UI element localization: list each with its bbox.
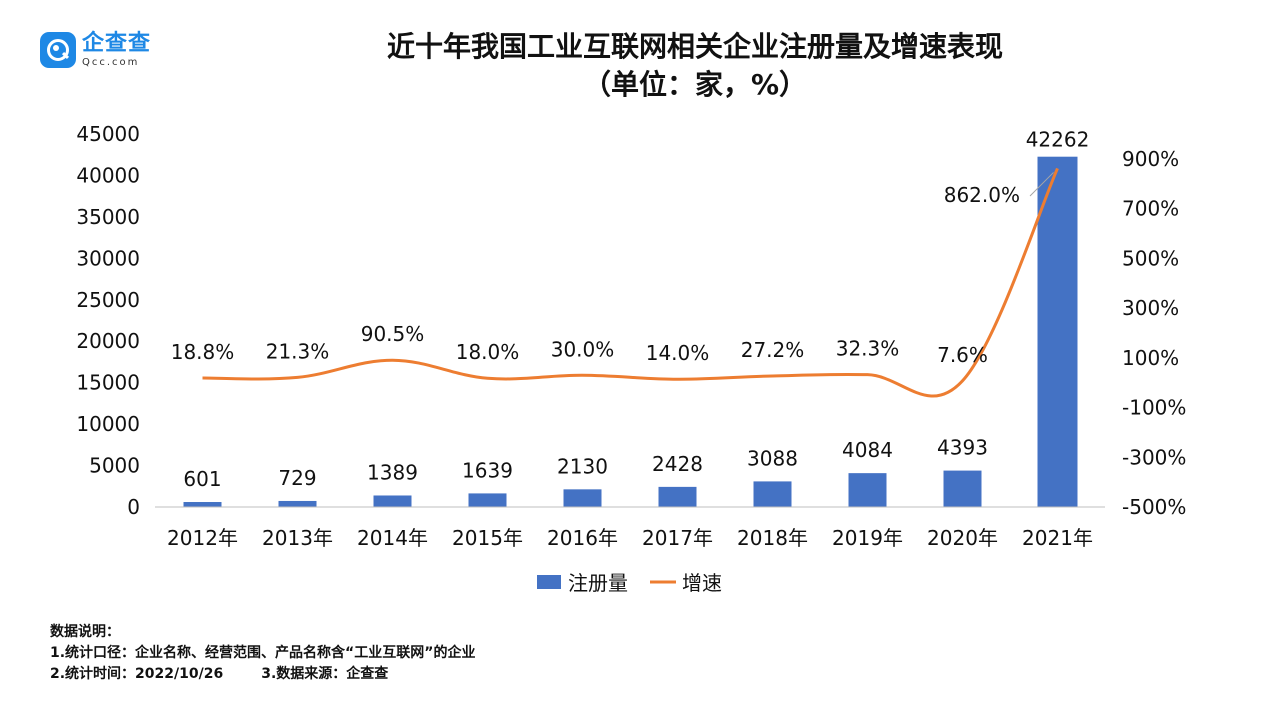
bar-2013 [278,500,317,507]
bar-value-label: 3088 [747,446,798,470]
bar-2019 [848,473,887,507]
bar-2015 [468,493,507,507]
growth-value-label: 18.0% [456,340,520,364]
brand-logo: 企查查 Qcc.com [40,32,151,68]
notes-line2-date: 2.统计时间：2022/10/26 [50,666,224,682]
y-right-tick-label: -300% [1122,445,1186,469]
bar-2014 [373,495,412,507]
y-left-tick-label: 40000 [76,163,140,187]
notes-line2: 2.统计时间：2022/10/26 3.数据来源：企查查 [50,664,475,685]
qcc-logo-icon [40,32,76,68]
y-right-tick-label: -500% [1122,495,1186,519]
bar-value-label: 1639 [462,458,513,482]
y-right-tick-label: -100% [1122,396,1186,420]
brand-name-en: Qcc.com [82,56,140,68]
bar-2012 [183,502,222,507]
x-category-label: 2014年 [357,526,428,550]
bar-value-label: 1389 [367,460,418,484]
chart-title: 近十年我国工业互联网相关企业注册量及增速表现 （单位：家，%） [0,28,1267,104]
x-category-label: 2016年 [547,526,618,550]
x-category-label: 2012年 [167,526,238,550]
bar-value-label: 4084 [842,438,893,462]
x-category-label: 2015年 [452,526,523,550]
growth-value-label: 862.0% [944,183,1020,207]
growth-value-label: 7.6% [937,343,988,367]
brand-name-cn: 企查查 [82,30,152,56]
growth-value-label: 21.3% [266,339,330,363]
growth-value-label: 14.0% [646,341,710,365]
bar-2016 [563,489,602,507]
notes-line1: 1.统计口径：企业名称、经营范围、产品名称含“工业互联网”的企业 [50,645,476,661]
y-right-tick-label: 700% [1122,197,1179,221]
bar-2020 [943,470,982,507]
bar-value-label: 4393 [937,436,988,460]
growth-value-label: 18.8% [171,340,235,364]
growth-value-label: 32.3% [836,337,900,361]
y-left-tick-label: 15000 [76,371,140,395]
growth-value-label: 27.2% [741,338,805,362]
y-left-tick-label: 5000 [89,454,140,478]
y-left-tick-label: 25000 [76,288,140,312]
chart-title-line2: （单位：家，%） [582,68,808,101]
x-category-label: 2021年 [1022,526,1093,550]
bar-value-label: 729 [278,466,316,490]
y-right-tick-label: 500% [1122,246,1179,270]
notes-heading: 数据说明： [50,624,120,640]
data-notes: 数据说明： 1.统计口径：企业名称、经营范围、产品名称含“工业互联网”的企业 2… [50,622,475,685]
growth-line [202,167,1059,398]
y-left-tick-label: 30000 [76,246,140,270]
chart-title-line1: 近十年我国工业互联网相关企业注册量及增速表现 [386,30,1003,63]
y-left-tick-label: 35000 [76,205,140,229]
growth-value-label: 30.0% [551,337,615,361]
x-category-label: 2013年 [262,526,333,550]
notes-line2-source: 3.数据来源：企查查 [261,666,389,682]
legend-bar-label: 注册量 [568,571,628,595]
bar-value-label: 2428 [652,452,703,476]
y-left-tick-label: 20000 [76,329,140,353]
bar-value-label: 42262 [1026,128,1090,152]
bar-2017 [658,486,697,507]
y-right-tick-label: 900% [1122,147,1179,171]
x-category-label: 2017年 [642,526,713,550]
bar-2021 [1037,156,1078,507]
bar-value-label: 601 [183,467,221,491]
y-right-tick-label: 300% [1122,296,1179,320]
y-left-tick-label: 10000 [76,412,140,436]
growth-label-leader [1029,172,1054,197]
y-left-tick-label: 0 [127,495,140,519]
x-category-label: 2018年 [737,526,808,550]
x-category-label: 2019年 [832,526,903,550]
x-category-label: 2020年 [927,526,998,550]
y-right-tick-label: 100% [1122,346,1179,370]
bar-value-label: 2130 [557,454,608,478]
y-left-tick-label: 45000 [76,122,140,146]
bar-2018 [753,481,792,507]
legend-bar-swatch [537,575,561,589]
growth-value-label: 90.5% [361,322,425,346]
legend-line-label: 增速 [682,571,722,595]
